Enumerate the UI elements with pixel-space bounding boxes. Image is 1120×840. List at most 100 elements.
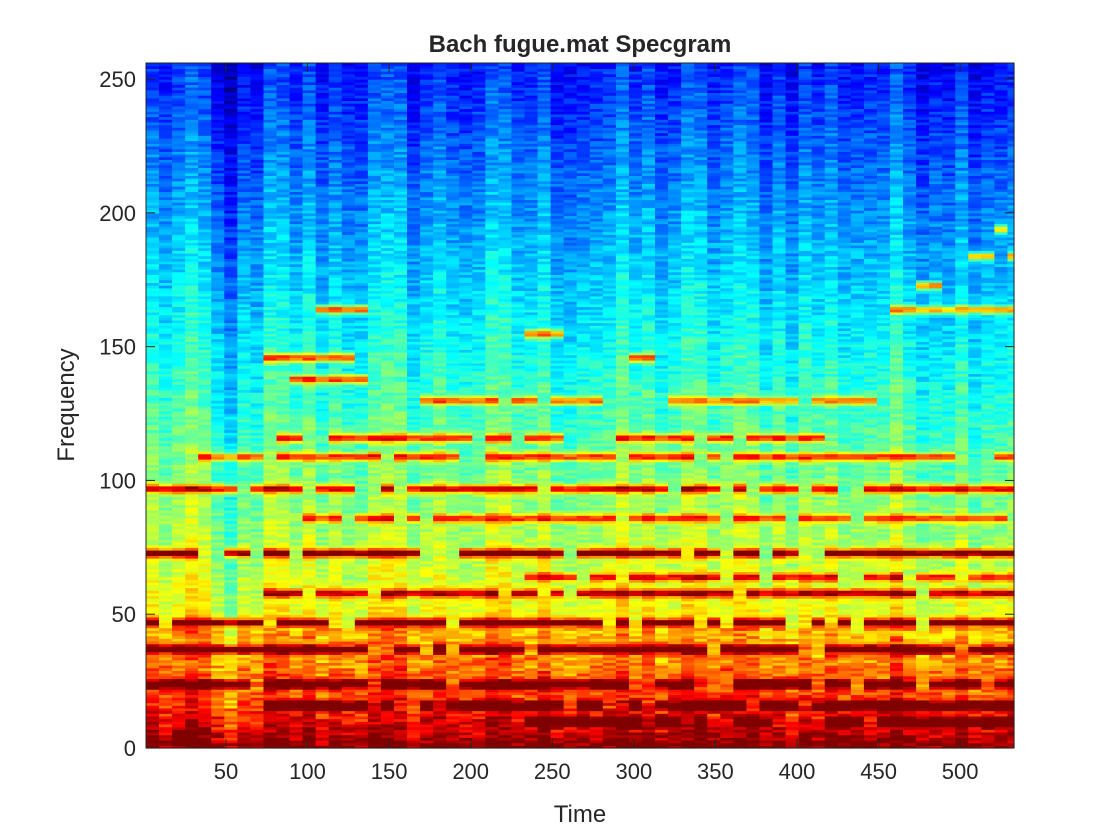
spectrogram-cell <box>302 228 317 233</box>
spectrogram-cell <box>302 678 317 682</box>
spectrogram-cell <box>198 103 212 107</box>
spectrogram-cell <box>315 121 330 126</box>
spectrogram-cell <box>341 172 356 176</box>
spectrogram-cell <box>198 202 212 206</box>
spectrogram-cell <box>250 218 265 222</box>
spectrogram-cell <box>185 226 199 230</box>
spectrogram-cell <box>315 729 330 733</box>
spectrogram-cell <box>354 496 369 500</box>
spectrogram-cell <box>185 475 199 479</box>
spectrogram-cell <box>185 170 199 174</box>
spectrogram-cell <box>263 317 278 321</box>
spectrogram-cell <box>159 705 173 709</box>
spectrogram-cell <box>394 413 408 417</box>
spectrogram-cell <box>211 223 225 227</box>
spectrogram-cell <box>315 92 330 96</box>
spectrogram-cell <box>328 376 343 380</box>
spectrogram-cell <box>341 362 356 366</box>
spectrogram-cell <box>159 632 173 637</box>
spectrogram-cell <box>341 357 356 361</box>
spectrogram-cell <box>250 365 265 369</box>
spectrogram-cell <box>328 445 343 449</box>
spectrogram-cell <box>276 71 291 75</box>
spectrogram-cell <box>315 718 330 722</box>
spectrogram-cell <box>172 327 186 332</box>
spectrogram-cell <box>380 600 395 605</box>
spectrogram-cell <box>198 681 212 685</box>
spectrogram-cell <box>380 670 395 674</box>
spectrogram-cell <box>185 745 199 749</box>
spectrogram-cell <box>394 590 408 594</box>
spectrogram-cell <box>159 293 173 297</box>
spectrogram-cell <box>289 657 304 661</box>
spectrogram-cell <box>172 285 186 289</box>
spectrogram-cell <box>250 244 265 249</box>
spectrogram-cell <box>237 461 252 465</box>
spectrogram-cell <box>185 689 199 693</box>
spectrogram-cell <box>224 525 238 530</box>
spectrogram-cell <box>146 287 160 292</box>
spectrogram-cell <box>237 574 252 578</box>
spectrogram-cell <box>159 729 173 733</box>
spectrogram-cell <box>211 113 225 118</box>
spectrogram-cell <box>315 670 330 674</box>
spectrogram-cell <box>302 710 317 714</box>
spectrogram-cell <box>198 325 212 329</box>
spectrogram-cell <box>354 293 369 297</box>
spectrogram-cell <box>276 432 291 436</box>
spectrogram-cell <box>250 410 265 415</box>
spectrogram-cell <box>172 180 186 185</box>
spectrogram-cell <box>380 718 395 722</box>
spectrogram-cell <box>146 129 160 134</box>
spectrogram-cell <box>237 469 252 473</box>
spectrogram-cell <box>354 97 369 102</box>
spectrogram-cell <box>237 632 252 637</box>
spectrogram-cell <box>276 509 291 514</box>
spectrogram-cell <box>302 301 317 305</box>
spectrogram-cell <box>185 65 199 69</box>
spectrogram-cell <box>172 159 186 163</box>
spectrogram-cell <box>276 354 291 358</box>
spectrogram-cell <box>380 145 395 150</box>
spectrogram-cell <box>237 215 252 219</box>
spectrogram-cell <box>159 485 173 490</box>
spectrogram-cell <box>380 194 395 198</box>
spectrogram-cell <box>263 71 278 75</box>
spectrogram-cell <box>237 718 252 722</box>
spectrogram-cell <box>354 689 369 693</box>
spectrogram-cell <box>289 119 304 123</box>
spectrogram-cell <box>302 167 317 171</box>
spectrogram-cell <box>146 218 160 222</box>
spectrogram-cell <box>250 611 265 615</box>
spectrogram-cell <box>146 124 160 128</box>
spectrogram-cell <box>276 576 291 581</box>
spectrogram-cell <box>367 89 382 94</box>
spectrogram-cell <box>367 507 382 511</box>
spectrogram-cell <box>224 616 238 621</box>
spectrogram-cell <box>250 400 265 404</box>
spectrogram-cell <box>367 81 382 86</box>
spectrogram-cell <box>146 258 160 262</box>
spectrogram-cell <box>367 469 382 473</box>
spectrogram-cell <box>198 477 212 482</box>
spectrogram-cell <box>367 555 382 559</box>
spectrogram-cell <box>276 729 291 733</box>
spectrogram-cell <box>289 370 304 374</box>
spectrogram-cell <box>276 386 291 391</box>
spectrogram-cell <box>315 274 330 278</box>
spectrogram-cell <box>159 499 173 503</box>
spectrogram-cell <box>146 563 160 567</box>
spectrogram-cell <box>263 499 278 503</box>
spectrogram-cell <box>380 244 395 249</box>
spectrogram-cell <box>224 124 238 128</box>
spectrogram-cell <box>211 303 225 308</box>
spectrogram-cell <box>146 343 160 348</box>
spectrogram-cell <box>237 619 252 623</box>
spectrogram-cell <box>172 461 186 465</box>
spectrogram-cell <box>289 333 304 337</box>
spectrogram-cell <box>237 434 252 439</box>
spectrogram-cell <box>211 531 225 535</box>
spectrogram-cell <box>211 87 225 91</box>
spectrogram-cell <box>146 665 160 669</box>
spectrogram-cell <box>315 373 330 377</box>
